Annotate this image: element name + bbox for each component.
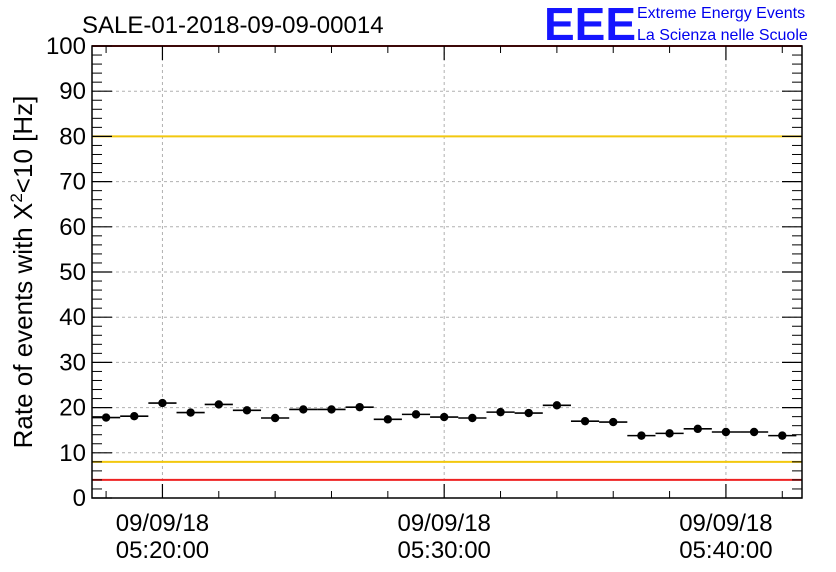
data-point (242, 406, 252, 415)
x-tick-label-date: 09/09/18 (679, 510, 772, 537)
data-point (496, 407, 505, 417)
x-tick-label-date: 09/09/18 (116, 510, 209, 537)
data-point (524, 408, 533, 418)
data-point (327, 405, 336, 414)
data-point (637, 431, 646, 440)
data-point (439, 412, 449, 422)
y-axis-label-superscript: 2 (7, 193, 26, 202)
y-tick-label: 40 (59, 304, 86, 331)
x-tick-label-time: 05:30:00 (397, 537, 490, 564)
chart-title: SALE-01-2018-09-09-00014 (82, 12, 384, 39)
data-point (186, 408, 195, 417)
y-tick-label: 0 (73, 485, 86, 512)
data-point (468, 413, 477, 423)
data-point (411, 410, 421, 419)
logo-line-1: Extreme Energy Events (637, 5, 805, 22)
x-tick-label-time: 05:40:00 (679, 537, 772, 564)
data-point (130, 411, 139, 421)
data-point (270, 413, 280, 423)
x-tick-label-time: 05:20:00 (116, 537, 209, 564)
data-point (749, 427, 759, 437)
logo-mark: EEE (544, 0, 636, 50)
y-tick-label: 20 (59, 395, 86, 422)
data-point (665, 429, 674, 438)
data-point (721, 427, 731, 437)
y-tick-label: 100 (46, 33, 86, 60)
eee-logo: EEE Extreme Energy Events La Scienza nel… (544, 0, 808, 50)
y-tick-label: 30 (59, 349, 86, 376)
y-tick-label: 70 (59, 169, 86, 196)
axis-ticks (92, 45, 802, 499)
data-point (693, 424, 702, 434)
y-tick-label: 10 (59, 440, 86, 467)
data-point (609, 417, 618, 427)
data-point (158, 398, 167, 408)
data-series (92, 398, 797, 440)
data-point (299, 405, 308, 414)
y-axis-label: Rate of events with X2<10 [Hz] (7, 96, 38, 449)
y-axis-label-main: Rate of events with X (8, 203, 38, 449)
y-tick-label: 50 (59, 259, 86, 286)
logo-line-2: La Scienza nelle Scuole (637, 27, 808, 44)
x-tick-labels: 09/09/1805:20:0009/09/1805:30:0009/09/18… (116, 510, 773, 564)
y-tick-label: 80 (59, 123, 86, 150)
data-point (383, 415, 393, 424)
y-tick-labels: 0 10 20 30 40 50 60 70 80 90 100 (46, 33, 86, 512)
data-point (101, 413, 111, 422)
data-point (580, 416, 590, 426)
y-tick-label: 60 (59, 214, 86, 241)
data-point (552, 401, 562, 410)
y-axis-label-tail: <10 [Hz] (8, 96, 38, 194)
data-point (778, 431, 787, 440)
data-point (355, 402, 364, 412)
data-point (214, 400, 223, 409)
y-tick-label: 90 (59, 78, 86, 105)
x-tick-label-date: 09/09/18 (397, 510, 490, 537)
